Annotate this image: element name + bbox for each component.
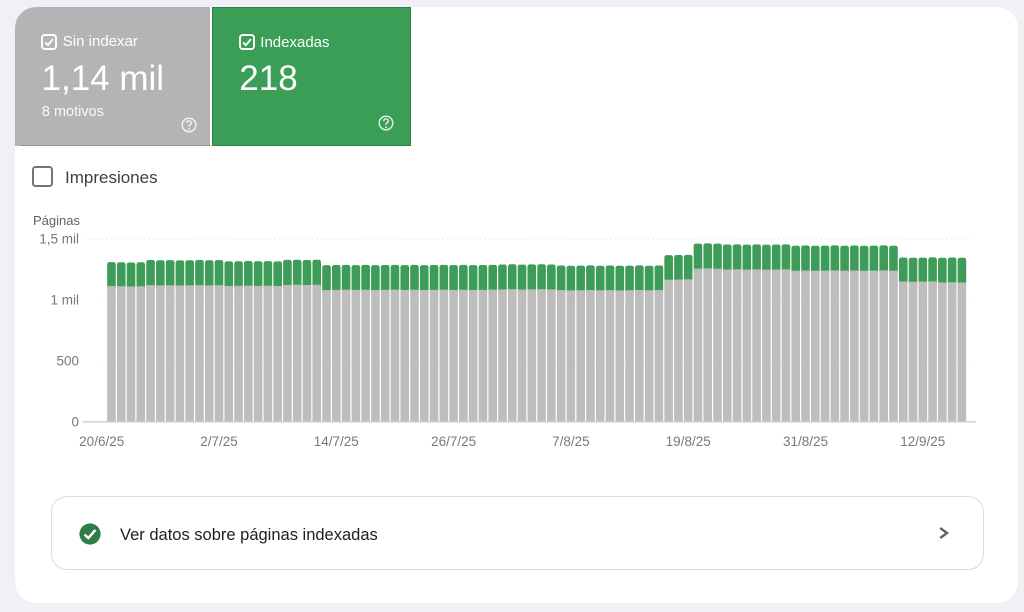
svg-text:31/8/25: 31/8/25	[783, 434, 828, 449]
svg-text:19/8/25: 19/8/25	[666, 434, 711, 449]
svg-text:12/9/25: 12/9/25	[900, 434, 945, 449]
svg-text:14/7/25: 14/7/25	[314, 434, 359, 449]
svg-text:26/7/25: 26/7/25	[431, 434, 476, 449]
svg-text:1,5 mil: 1,5 mil	[39, 231, 79, 246]
svg-text:20/6/25: 20/6/25	[79, 434, 124, 449]
svg-text:500: 500	[56, 354, 79, 369]
svg-text:1 mil: 1 mil	[50, 293, 79, 308]
svg-text:0: 0	[71, 415, 79, 430]
svg-text:2/7/25: 2/7/25	[200, 434, 238, 449]
svg-text:7/8/25: 7/8/25	[552, 434, 590, 449]
